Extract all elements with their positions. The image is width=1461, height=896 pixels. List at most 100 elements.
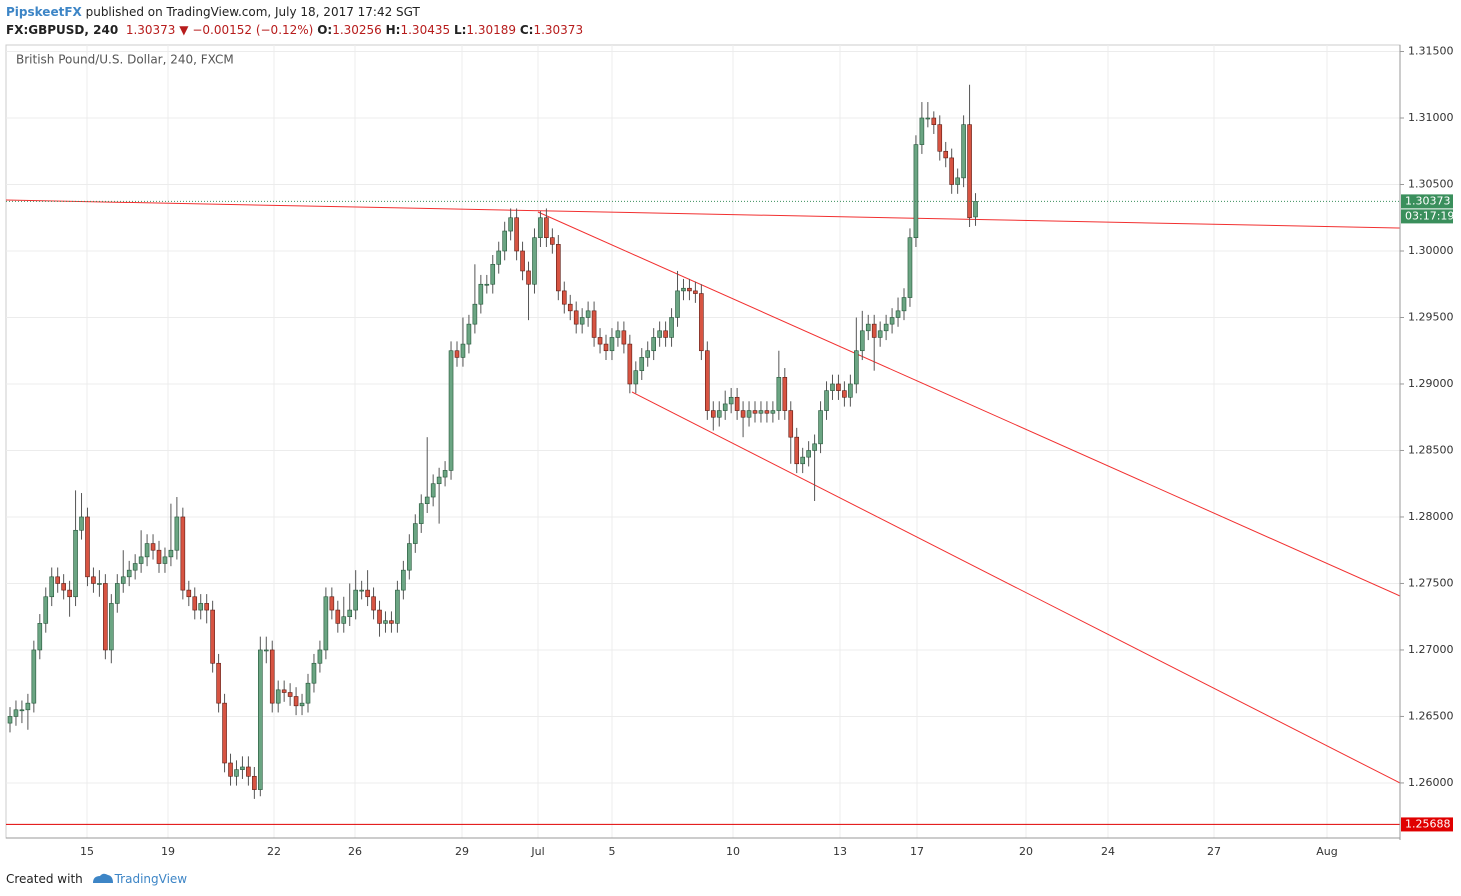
candle-body <box>472 303 478 325</box>
candle-body <box>162 556 168 564</box>
candle-body <box>830 383 835 391</box>
candle-body <box>681 287 686 292</box>
countdown-label: 03:17:19 <box>1405 209 1454 222</box>
candle-body <box>919 117 925 145</box>
candle-body <box>627 343 633 385</box>
candle-body <box>502 230 507 252</box>
candle-body <box>353 589 358 611</box>
candle-body <box>168 549 174 558</box>
x-tick-label: 19 <box>161 845 175 858</box>
chart-title: British Pound/U.S. Dollar, 240, FXCM <box>16 53 234 67</box>
candle-body <box>436 476 442 485</box>
candle-body <box>764 410 770 414</box>
y-tick-label: 1.29500 <box>1408 310 1454 323</box>
candle-body <box>13 709 19 717</box>
candles <box>7 84 978 799</box>
candle-body <box>216 662 221 704</box>
x-tick-label: 22 <box>267 845 281 858</box>
overlays: 1.30373 03:17:19 1.25688 <box>6 194 1454 832</box>
candle-body <box>299 702 305 707</box>
x-tick-label: 29 <box>455 845 469 858</box>
y-tick-label: 1.27500 <box>1408 576 1454 589</box>
trend-line <box>5 199 1401 229</box>
y-tick-label: 1.28000 <box>1408 510 1454 523</box>
candle-body <box>389 620 394 624</box>
grid <box>6 45 1400 838</box>
candle-body <box>204 603 209 611</box>
candle-body <box>496 250 502 265</box>
candle-body <box>335 609 341 624</box>
chart: 1.30373 03:17:19 1.25688 British Pound/U.S… <box>5 44 1454 858</box>
candle-body <box>621 330 627 345</box>
candle-body <box>550 237 555 245</box>
h-label: H: <box>385 23 401 37</box>
y-tick-label: 1.31500 <box>1408 45 1454 58</box>
candle-body <box>73 529 78 598</box>
candle-body <box>460 343 466 358</box>
o-label: O: <box>317 23 333 37</box>
candle-body <box>609 337 615 352</box>
candle-body <box>192 596 198 611</box>
x-tick-label: 10 <box>726 845 740 858</box>
candle-body <box>967 124 972 219</box>
candle-body <box>454 350 460 358</box>
candle-body <box>973 201 978 218</box>
candle-body <box>859 330 865 352</box>
o-value: 1.30256 <box>332 23 382 37</box>
candle-body <box>603 343 609 352</box>
candle-body <box>359 589 364 592</box>
channel-bottom <box>631 391 1401 784</box>
candle-body <box>669 317 674 338</box>
candle-body <box>478 283 484 305</box>
candle-body <box>126 569 132 578</box>
candle-body <box>210 609 215 664</box>
candle-body <box>794 436 800 465</box>
candle-body <box>812 443 817 451</box>
candle-body <box>448 350 454 471</box>
candle-body <box>424 496 430 504</box>
candle-body <box>293 696 299 707</box>
candle-body <box>91 576 96 584</box>
candle-body <box>341 616 347 624</box>
y-tick-label: 1.29000 <box>1408 377 1454 390</box>
candle-body <box>383 620 388 624</box>
candle-body <box>114 583 120 604</box>
candle-body <box>407 543 412 571</box>
change: −0.00152 (−0.12%) <box>192 23 314 37</box>
candle-body <box>937 124 943 152</box>
candle-body <box>651 337 656 352</box>
y-tick-label: 1.28500 <box>1408 443 1454 456</box>
candle-body <box>556 244 561 292</box>
candle-body <box>43 596 49 624</box>
candle-body <box>770 410 776 414</box>
candle-body <box>55 576 60 584</box>
candle-body <box>532 237 537 285</box>
candle-body <box>174 516 180 551</box>
candle-body <box>913 144 919 238</box>
candle-body <box>67 589 72 598</box>
candle-body <box>430 483 436 498</box>
candle-body <box>865 323 871 332</box>
candle-body <box>377 609 382 624</box>
candle-body <box>329 596 335 611</box>
candle-body <box>544 217 549 238</box>
candle-body <box>597 337 603 345</box>
candle-body <box>61 583 66 591</box>
candle-body <box>818 410 823 445</box>
candle-body <box>412 523 418 544</box>
candle-body <box>931 117 937 125</box>
candle-body <box>186 589 192 598</box>
x-tick-label: Aug <box>1316 845 1337 858</box>
candle-body <box>639 357 645 371</box>
x-tick-label: 5 <box>609 845 616 858</box>
candle-body <box>675 290 680 318</box>
author[interactable]: PipskeetFX <box>6 5 82 19</box>
candle-body <box>281 689 287 693</box>
brand[interactable]: TradingView <box>114 872 188 886</box>
candle-body <box>317 649 323 664</box>
h-value: 1.30435 <box>400 23 451 37</box>
candle-body <box>305 682 311 704</box>
candle-body <box>955 177 960 185</box>
candle-body <box>401 569 406 591</box>
